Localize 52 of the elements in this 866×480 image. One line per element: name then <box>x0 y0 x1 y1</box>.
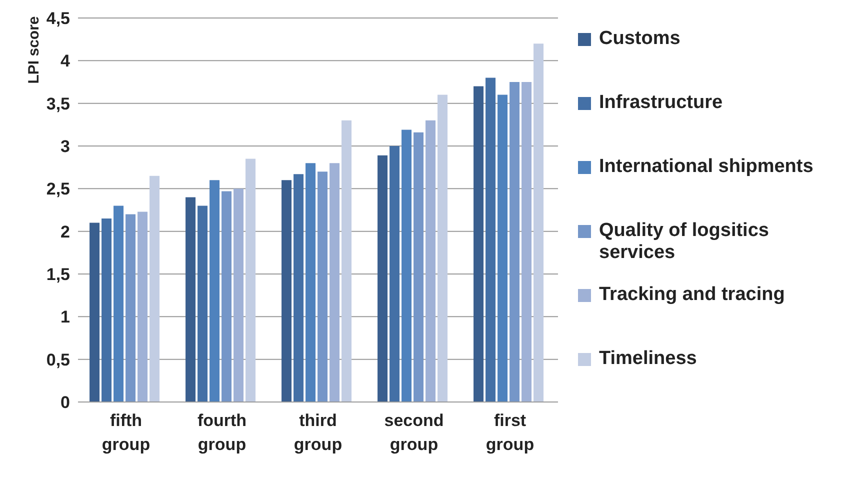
legend-label: International shipments <box>599 156 814 178</box>
bar <box>438 94 448 402</box>
y-tick-label: 3,5 <box>46 94 70 114</box>
x-tick-label: fourth group <box>197 411 247 454</box>
y-axis-title: LPI score <box>25 16 42 84</box>
bar <box>126 214 136 402</box>
y-tick-label: 3 <box>60 137 70 156</box>
x-tick-label: first group <box>486 411 534 454</box>
y-tick-label: 1,5 <box>46 265 70 284</box>
y-tick-label: 1 <box>60 308 70 327</box>
bar <box>222 191 232 402</box>
legend-label: Infrastructure <box>599 92 723 114</box>
y-tick-label: 2,5 <box>46 180 70 199</box>
bar <box>246 158 256 402</box>
bar <box>318 172 328 402</box>
y-tick-label: 0,5 <box>46 350 70 370</box>
legend-label: Tracking and tracing <box>599 284 785 306</box>
bar <box>390 146 400 402</box>
bar <box>402 130 412 402</box>
bar <box>138 212 148 402</box>
bar <box>510 82 520 402</box>
bar <box>90 222 100 402</box>
bar <box>342 120 352 402</box>
y-tick-label: 4,5 <box>46 9 70 28</box>
bar <box>150 176 160 402</box>
bar <box>234 188 244 402</box>
bar <box>474 86 484 402</box>
x-tick-label: second group <box>384 411 444 454</box>
bar <box>414 132 424 402</box>
bar <box>426 120 436 402</box>
bar <box>306 163 316 402</box>
bar <box>114 206 124 402</box>
bar <box>186 197 196 402</box>
bar <box>486 78 496 402</box>
x-tick-label: third group <box>294 411 342 454</box>
y-tick-label: 0 <box>60 393 70 412</box>
legend-label: Quality of logsitics services <box>599 220 770 264</box>
bar <box>534 44 544 402</box>
y-tick-label: 2 <box>60 222 70 242</box>
bar <box>378 155 388 402</box>
y-tick-label: 4 <box>60 52 71 71</box>
bar <box>294 174 304 402</box>
bar <box>498 94 508 402</box>
bar <box>210 180 220 402</box>
x-tick-label: fifth group <box>102 411 150 454</box>
bar <box>282 180 292 402</box>
bar <box>198 206 208 402</box>
legend-label: Timeliness <box>599 348 697 370</box>
legend-label: Customs <box>599 28 680 50</box>
bar <box>102 218 112 402</box>
bar <box>522 82 532 402</box>
bar <box>330 163 340 402</box>
